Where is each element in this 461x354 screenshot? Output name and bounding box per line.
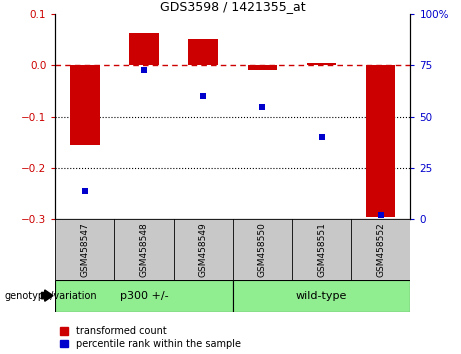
Text: GSM458547: GSM458547 [80, 222, 89, 277]
Point [318, 135, 325, 140]
Text: GSM458552: GSM458552 [376, 222, 385, 277]
Point [200, 93, 207, 99]
Text: wild-type: wild-type [296, 291, 347, 301]
Point [140, 67, 148, 73]
Bar [307, 63, 337, 65]
Legend: transformed count, percentile rank within the sample: transformed count, percentile rank withi… [60, 326, 241, 349]
Bar [248, 65, 277, 70]
Bar [55, 280, 233, 312]
Bar [366, 65, 396, 217]
Text: GSM458549: GSM458549 [199, 222, 208, 277]
Title: GDS3598 / 1421355_at: GDS3598 / 1421355_at [160, 0, 306, 13]
Bar [233, 280, 410, 312]
Point [377, 212, 384, 218]
Text: GSM458551: GSM458551 [317, 222, 326, 277]
Text: p300 +/-: p300 +/- [120, 291, 168, 301]
Point [81, 188, 89, 194]
Text: genotype/variation: genotype/variation [5, 291, 97, 301]
Bar [189, 39, 218, 65]
Text: GSM458548: GSM458548 [140, 222, 148, 277]
Bar [129, 33, 159, 65]
Point [259, 104, 266, 109]
Text: GSM458550: GSM458550 [258, 222, 267, 277]
Bar [70, 65, 100, 145]
